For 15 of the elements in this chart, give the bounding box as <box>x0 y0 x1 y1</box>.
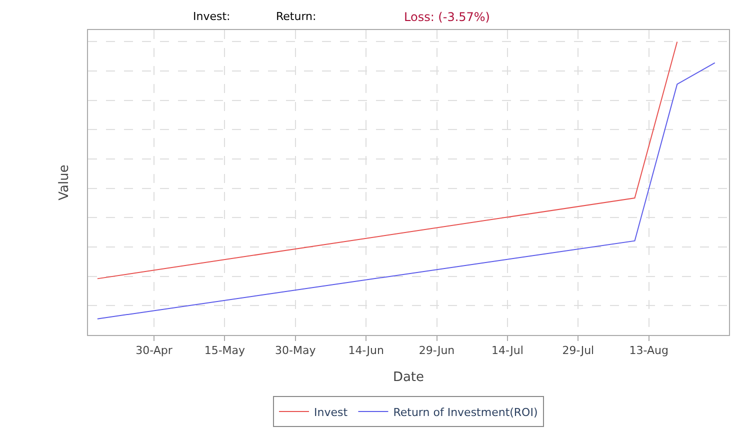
legend-label: Invest <box>314 406 348 419</box>
x-tick-label: 30-May <box>275 344 316 358</box>
text: Loss: (-3.57%) <box>404 10 490 24</box>
x-tick-label: 29-Jul <box>562 344 594 358</box>
x-tick-label: 13-Aug <box>629 344 668 358</box>
text: Invest: <box>193 10 230 23</box>
x-tick-label: 29-Jun <box>418 344 455 358</box>
legend-label: Return of Investment(ROI) <box>393 406 538 419</box>
x-tick-label: 14-Jul <box>492 344 524 358</box>
x-tick-label: 30-Apr <box>136 344 173 358</box>
text: Return: <box>276 10 316 23</box>
x-axis-title: Date <box>392 370 424 385</box>
y-axis-title: Value <box>56 164 72 200</box>
x-tick-label: 14-Jun <box>348 344 384 358</box>
x-tick-label: 15-May <box>204 344 246 358</box>
